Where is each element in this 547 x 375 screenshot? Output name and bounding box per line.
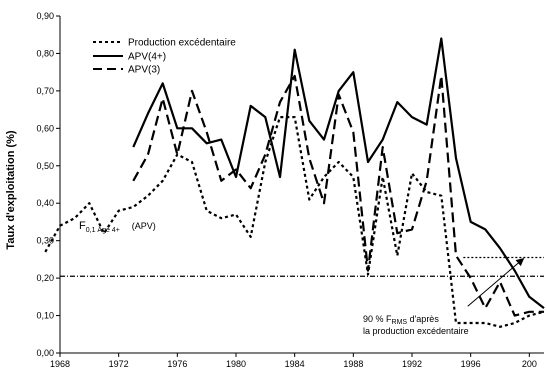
x-tick-label: 1980 xyxy=(226,359,246,369)
y-tick-label: 0,90 xyxy=(36,11,54,21)
y-tick-label: 0,60 xyxy=(36,123,54,133)
y-tick-label: 0,00 xyxy=(36,348,54,358)
reference-lines xyxy=(60,256,544,277)
rms-annotation-line1: 90 % FRMS d'après xyxy=(363,314,439,326)
series-line-2 xyxy=(132,74,544,317)
x-tick-label: 1972 xyxy=(109,359,129,369)
x-tick-label: 1992 xyxy=(402,359,422,369)
legend: Production excédentaire APV(4+) APV(3) xyxy=(93,38,236,76)
x-axis-ticks: 1968 1972 1976 1980 1984 1988 1992 1996 200 xyxy=(50,353,537,369)
x-tick-label: 1976 xyxy=(167,359,187,369)
x-tick-label: 200 xyxy=(522,359,537,369)
f01-label: F0,1 Âge 4+ (APV) xyxy=(79,220,156,234)
y-tick-label: 0,80 xyxy=(36,48,54,58)
x-tick-label: 1968 xyxy=(50,359,70,369)
y-tick-label: 0,30 xyxy=(36,236,54,246)
x-tick-label: 1988 xyxy=(343,359,363,369)
series-line-1 xyxy=(132,37,545,309)
rms-annotation-arrow xyxy=(467,257,525,307)
y-tick-label: 0,10 xyxy=(36,311,54,321)
x-tick-label: 1996 xyxy=(461,359,481,369)
rms-annotation-line2: la production excédentaire xyxy=(363,326,469,336)
series-layer xyxy=(44,37,545,328)
y-axis-label: Taux d'exploitation (%) xyxy=(5,130,17,249)
series-line-0 xyxy=(44,115,545,328)
y-tick-label: 0,40 xyxy=(36,198,54,208)
y-tick-label: 0,20 xyxy=(36,273,54,283)
legend-entry-production: Production excédentaire xyxy=(128,38,236,49)
y-tick-label: 0,70 xyxy=(36,86,54,96)
x-tick-label: 1984 xyxy=(285,359,305,369)
legend-entry-apv4: APV(4+) xyxy=(128,52,166,63)
legend-entry-apv3: APV(3) xyxy=(128,65,160,76)
y-tick-label: 0,50 xyxy=(36,161,54,171)
y-axis-ticks: 0,00 0,10 0,20 0,30 0,40 0,50 0,60 0,70 0,80 0,90 xyxy=(36,11,60,358)
